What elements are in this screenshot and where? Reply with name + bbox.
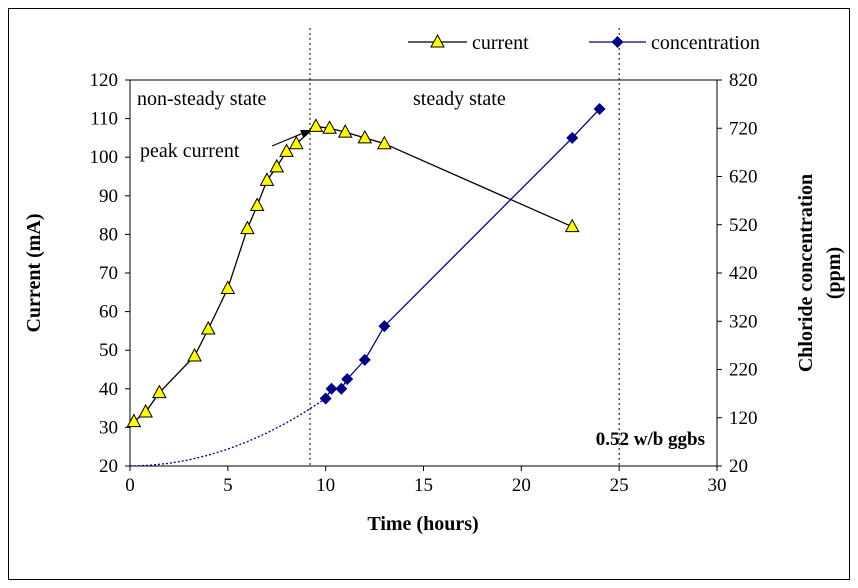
current-point <box>200 320 216 335</box>
y2-tick-label: 720 <box>729 118 758 139</box>
concentration-point <box>341 373 354 386</box>
current-point <box>279 143 294 157</box>
concentration-point <box>378 320 391 333</box>
annotation-peak-current: peak current <box>140 140 240 162</box>
concentration-point <box>335 382 348 395</box>
x-tick-label: 10 <box>316 475 335 496</box>
current-point <box>138 403 153 418</box>
annotation-sample-label: 0.52 w/b ggbs <box>596 429 705 450</box>
current-point <box>126 413 142 428</box>
y-axis-title: Current (mA) <box>23 213 45 332</box>
annotation-non-steady-state: non-steady state <box>137 88 267 110</box>
current-point <box>187 347 202 362</box>
current-series-line <box>133 125 573 423</box>
concentration-point <box>319 392 332 405</box>
current-point <box>337 124 353 138</box>
current-point <box>240 220 255 235</box>
current-point <box>322 120 337 134</box>
y2-tick-label: 520 <box>729 215 758 236</box>
annotation-steady-state: steady state <box>413 88 506 110</box>
y2-tick-label: 620 <box>729 167 758 188</box>
concentration-point <box>593 102 606 115</box>
y-tick-label: 50 <box>99 340 118 361</box>
y2-tick-label: 820 <box>729 70 758 91</box>
current-point <box>564 218 580 233</box>
legend-current-marker <box>430 33 445 48</box>
x-tick-label: 5 <box>223 475 233 496</box>
x-tick-label: 20 <box>512 475 531 496</box>
extrapolation-curve <box>129 397 327 467</box>
concentration-point <box>566 131 579 144</box>
y-tick-label: 100 <box>90 147 119 168</box>
y2-tick-label: 420 <box>729 263 758 284</box>
current-point <box>357 129 373 144</box>
current-point <box>269 158 285 173</box>
y2-tick-label: 20 <box>729 456 748 477</box>
current-point <box>220 280 236 294</box>
legend-concentration-label: concentration <box>651 32 760 54</box>
chart-frame <box>8 8 850 580</box>
legend-current-label: current <box>472 32 529 54</box>
current-point <box>152 384 167 399</box>
current-point <box>288 135 304 150</box>
x-tick-label: 15 <box>414 475 433 496</box>
y-tick-label: 90 <box>99 186 118 207</box>
y2-axis-title-line1: Chloride concentration <box>795 174 817 372</box>
y-tick-label: 70 <box>99 263 118 284</box>
x-axis-title: Time (hours) <box>367 513 478 535</box>
legend-concentration-marker <box>611 36 624 48</box>
concentration-point <box>325 382 338 395</box>
y2-tick-label: 220 <box>729 360 758 381</box>
y-tick-label: 110 <box>90 109 118 130</box>
current-point <box>377 135 392 150</box>
y-tick-label: 30 <box>99 417 118 438</box>
x-tick-label: 25 <box>610 475 629 496</box>
y-tick-label: 60 <box>99 302 118 323</box>
x-tick-label: 0 <box>125 475 135 496</box>
x-tick-label: 30 <box>708 475 727 496</box>
legend: current concentration <box>408 32 760 54</box>
concentration-point <box>358 353 371 366</box>
y-tick-label: 20 <box>99 456 118 477</box>
concentration-series-line <box>325 108 601 399</box>
current-point <box>308 118 324 132</box>
y-tick-label: 120 <box>90 70 119 91</box>
y2-tick-label: 120 <box>729 408 758 429</box>
current-point <box>249 197 265 211</box>
y-tick-label: 40 <box>99 379 118 400</box>
plot-area <box>129 79 718 467</box>
peak-arrow <box>271 129 311 147</box>
current-point <box>259 172 275 186</box>
y2-axis-title-line2: (ppm) <box>823 247 845 299</box>
y-tick-label: 80 <box>99 224 118 245</box>
y2-tick-label: 320 <box>729 311 758 332</box>
